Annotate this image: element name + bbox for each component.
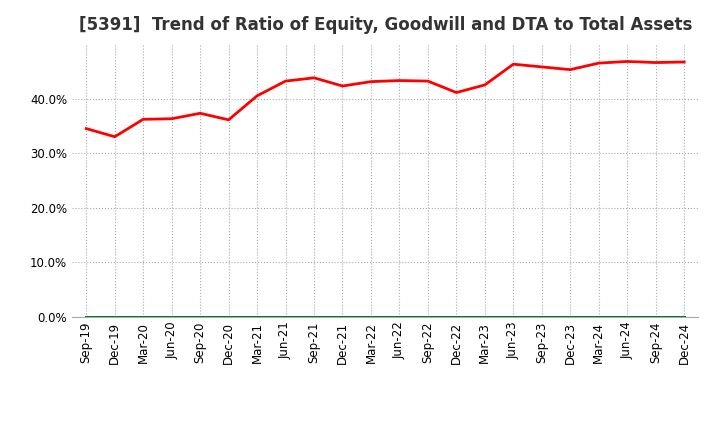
Goodwill: [509, 314, 518, 319]
Equity: [253, 93, 261, 99]
Equity: [139, 117, 148, 122]
Deferred Tax Assets: [110, 314, 119, 319]
Goodwill: [680, 314, 688, 319]
Equity: [225, 117, 233, 122]
Deferred Tax Assets: [480, 314, 489, 319]
Deferred Tax Assets: [537, 314, 546, 319]
Goodwill: [480, 314, 489, 319]
Deferred Tax Assets: [623, 314, 631, 319]
Equity: [652, 60, 660, 65]
Deferred Tax Assets: [282, 314, 290, 319]
Equity: [338, 83, 347, 88]
Legend: Equity, Goodwill, Deferred Tax Assets: Equity, Goodwill, Deferred Tax Assets: [191, 438, 580, 440]
Deferred Tax Assets: [225, 314, 233, 319]
Goodwill: [395, 314, 404, 319]
Goodwill: [310, 314, 318, 319]
Equity: [623, 59, 631, 64]
Deferred Tax Assets: [509, 314, 518, 319]
Goodwill: [196, 314, 204, 319]
Deferred Tax Assets: [366, 314, 375, 319]
Deferred Tax Assets: [253, 314, 261, 319]
Equity: [196, 110, 204, 116]
Equity: [509, 62, 518, 67]
Goodwill: [452, 314, 461, 319]
Deferred Tax Assets: [680, 314, 688, 319]
Goodwill: [366, 314, 375, 319]
Equity: [595, 60, 603, 66]
Goodwill: [225, 314, 233, 319]
Equity: [452, 90, 461, 95]
Goodwill: [82, 314, 91, 319]
Equity: [282, 78, 290, 84]
Deferred Tax Assets: [452, 314, 461, 319]
Equity: [537, 64, 546, 70]
Deferred Tax Assets: [338, 314, 347, 319]
Goodwill: [423, 314, 432, 319]
Deferred Tax Assets: [652, 314, 660, 319]
Goodwill: [595, 314, 603, 319]
Deferred Tax Assets: [310, 314, 318, 319]
Goodwill: [623, 314, 631, 319]
Goodwill: [566, 314, 575, 319]
Title: [5391]  Trend of Ratio of Equity, Goodwill and DTA to Total Assets: [5391] Trend of Ratio of Equity, Goodwil…: [78, 16, 692, 34]
Deferred Tax Assets: [395, 314, 404, 319]
Line: Equity: Equity: [86, 62, 684, 137]
Deferred Tax Assets: [167, 314, 176, 319]
Equity: [82, 126, 91, 131]
Goodwill: [537, 314, 546, 319]
Goodwill: [338, 314, 347, 319]
Deferred Tax Assets: [566, 314, 575, 319]
Deferred Tax Assets: [82, 314, 91, 319]
Deferred Tax Assets: [423, 314, 432, 319]
Goodwill: [652, 314, 660, 319]
Equity: [423, 78, 432, 84]
Equity: [110, 134, 119, 139]
Equity: [480, 82, 489, 88]
Equity: [680, 59, 688, 65]
Equity: [566, 67, 575, 72]
Goodwill: [110, 314, 119, 319]
Deferred Tax Assets: [595, 314, 603, 319]
Goodwill: [253, 314, 261, 319]
Equity: [395, 78, 404, 83]
Goodwill: [167, 314, 176, 319]
Equity: [310, 75, 318, 81]
Equity: [167, 116, 176, 121]
Equity: [366, 79, 375, 84]
Deferred Tax Assets: [139, 314, 148, 319]
Goodwill: [139, 314, 148, 319]
Deferred Tax Assets: [196, 314, 204, 319]
Goodwill: [282, 314, 290, 319]
